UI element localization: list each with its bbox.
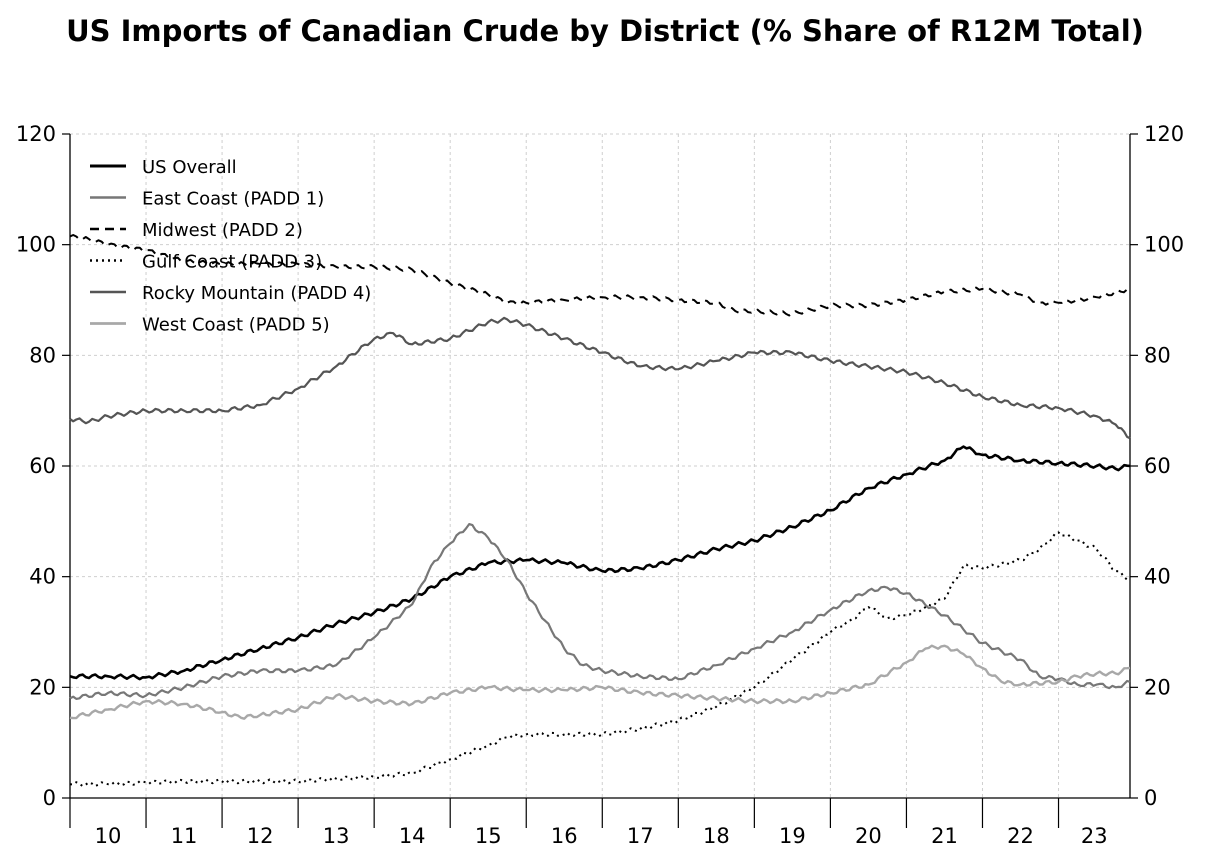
y-tick-label-left: 100 [16, 233, 56, 257]
x-tick-label: 14 [399, 824, 426, 848]
y-tick-label-right: 80 [1144, 343, 1171, 367]
legend-label: US Overall [142, 157, 237, 178]
y-tick-label-left: 60 [29, 454, 56, 478]
y-tick-label-left: 20 [29, 675, 56, 699]
series-line-east-coast-padd-1 [69, 523, 1131, 700]
series-line-us-overall [69, 445, 1131, 681]
series-line-midwest-padd-2 [69, 234, 1131, 317]
x-tick-label: 18 [703, 824, 730, 848]
tick-labels: 0 0 20 20 40 40 60 60 80 80 100 100 120 120 10 11 12 13 14… [16, 122, 1184, 848]
series-lines [69, 234, 1131, 788]
series-line-west-coast-padd-5 [69, 644, 1131, 720]
x-tick-label: 10 [95, 824, 122, 848]
x-tick-label: 15 [475, 824, 502, 848]
legend-label: Gulf Coast (PADD 3) [142, 252, 322, 273]
grid-lines [70, 133, 1130, 798]
y-tick-label-left: 120 [16, 122, 56, 146]
y-tick-label-right: 0 [1144, 786, 1157, 810]
chart-title: US Imports of Canadian Crude by District… [66, 14, 1144, 48]
series-line-gulf-coast-padd-3 [69, 531, 1131, 788]
y-tick-label-right: 60 [1144, 454, 1171, 478]
legend-label: West Coast (PADD 5) [142, 315, 330, 336]
y-tick-label-left: 0 [43, 786, 56, 810]
y-tick-label-right: 100 [1144, 233, 1184, 257]
axes [62, 133, 1138, 828]
x-tick-label: 19 [779, 824, 806, 848]
y-tick-label-right: 120 [1144, 122, 1184, 146]
y-tick-label-right: 20 [1144, 675, 1171, 699]
x-tick-label: 22 [1007, 824, 1034, 848]
legend-label: East Coast (PADD 1) [142, 189, 324, 210]
x-tick-label: 21 [931, 824, 958, 848]
series-line-rocky-mountain-padd-4 [69, 316, 1131, 440]
x-tick-label: 16 [551, 824, 578, 848]
y-tick-label-right: 40 [1144, 565, 1171, 589]
legend-label: Midwest (PADD 2) [142, 220, 303, 241]
x-tick-label: 13 [323, 824, 350, 848]
legend-label: Rocky Mountain (PADD 4) [142, 283, 371, 304]
legend: US Overall East Coast (PADD 1) Midwest (PA… [90, 157, 371, 336]
x-tick-label: 12 [247, 824, 274, 848]
y-tick-label-left: 80 [29, 343, 56, 367]
x-tick-label: 20 [855, 824, 882, 848]
x-tick-label: 17 [627, 824, 654, 848]
y-tick-label-left: 40 [29, 565, 56, 589]
x-tick-label: 11 [171, 824, 198, 848]
x-tick-label: 23 [1081, 824, 1108, 848]
